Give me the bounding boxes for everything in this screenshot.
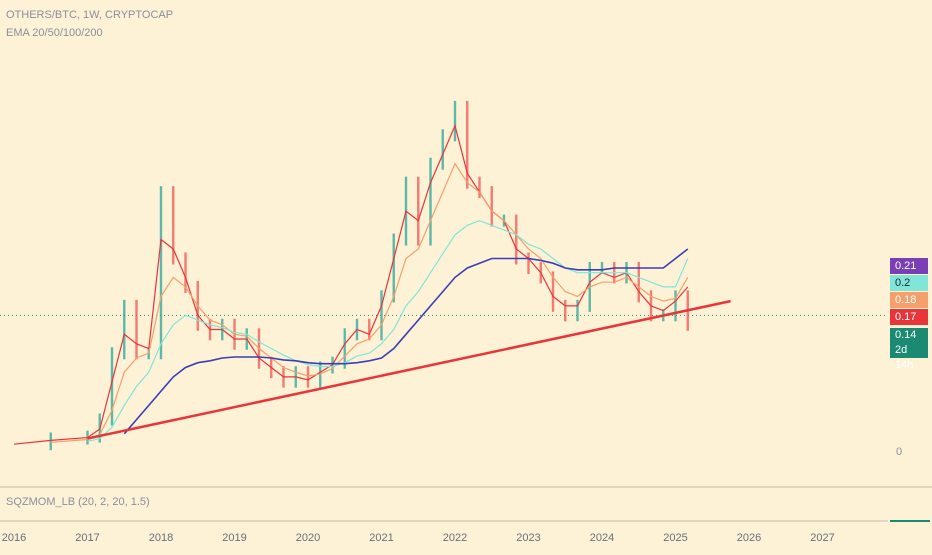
- x-tick-label: 2017: [75, 532, 99, 544]
- price-candle: [392, 233, 395, 303]
- price-candle: [576, 299, 579, 322]
- x-tick-label: 2021: [369, 532, 393, 544]
- ema-line-ema-20: [13, 123, 689, 445]
- x-tick-label: 2023: [516, 532, 540, 544]
- x-tick-label: 2016: [2, 532, 26, 544]
- price-candle: [429, 157, 432, 246]
- price-candle: [184, 252, 187, 293]
- x-tick-label: 2018: [149, 532, 173, 544]
- price-axis-zero: 0: [896, 446, 903, 458]
- x-tick-label: 2027: [810, 532, 834, 544]
- price-candle: [527, 252, 530, 274]
- price-candle: [441, 129, 444, 170]
- price-candle: [478, 176, 481, 199]
- x-tick-label: 2025: [663, 532, 687, 544]
- price-candle: [343, 328, 346, 369]
- price-candle: [564, 299, 567, 322]
- price-candle: [159, 186, 163, 360]
- current-price: 0.14: [895, 329, 917, 341]
- price-candle: [637, 261, 640, 303]
- indicator-label: SQZMOM_LB (20, 2, 20, 1.5): [6, 496, 150, 508]
- price-candle: [551, 271, 555, 312]
- price-candle: [135, 299, 138, 360]
- price-candle: [110, 347, 114, 426]
- price-candle: [490, 186, 493, 227]
- price-tag-ema20: 0.17: [890, 309, 928, 325]
- ema-line-ema-100: [87, 219, 689, 442]
- ema-line-ema-50: [50, 162, 689, 443]
- ema-legend: EMA 20/50/100/200: [6, 27, 103, 39]
- x-tick-label: 2022: [443, 532, 467, 544]
- chart-title: OTHERS/BTC, 1W, CRYPTOCAP: [6, 9, 174, 21]
- price-tag-ema50: 0.18: [890, 292, 928, 308]
- trendline[interactable]: [87, 299, 731, 440]
- x-tick-label: 2024: [590, 532, 614, 544]
- price-candle: [306, 366, 310, 388]
- x-tick-label: 2026: [737, 532, 761, 544]
- price-candle: [172, 186, 175, 265]
- ema-line-ema-200: [123, 248, 689, 435]
- x-tick-label: 2019: [222, 532, 246, 544]
- price-candle: [123, 299, 126, 360]
- price-candle: [368, 318, 371, 341]
- bar-countdown: 2d 14h: [895, 344, 914, 371]
- price-candle: [674, 290, 677, 322]
- price-candle: [453, 100, 457, 142]
- price-candle: [49, 432, 52, 451]
- price-tag-ema200: 0.21: [890, 258, 928, 274]
- price-candle: [380, 290, 383, 341]
- price-candle: [417, 176, 420, 246]
- price-candle: [466, 100, 469, 189]
- price-candle: [600, 261, 604, 274]
- price-tag-ema100: 0.2: [890, 275, 928, 291]
- x-tick-label: 2020: [296, 532, 320, 544]
- price-candle: [515, 214, 518, 265]
- current-price-tag: 0.14 2d 14h: [890, 328, 928, 371]
